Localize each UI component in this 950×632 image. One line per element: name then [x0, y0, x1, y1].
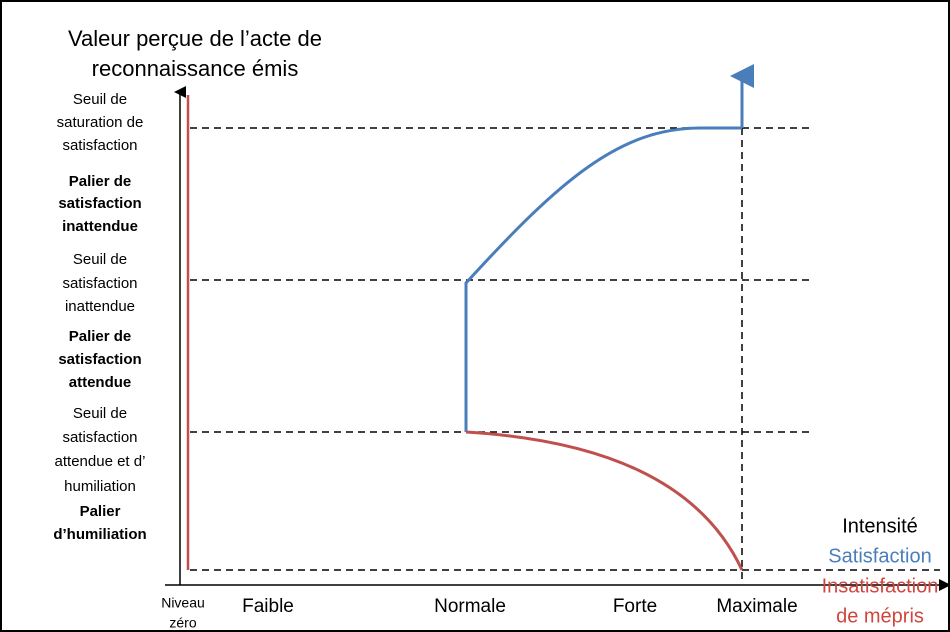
level-label: satisfaction	[58, 351, 141, 368]
x-label: Normale	[434, 596, 506, 617]
level-label: Palier	[80, 503, 121, 520]
level-label: inattendue	[65, 298, 135, 315]
x-label: Forte	[613, 596, 657, 617]
satisfaction-curve	[464, 126, 742, 432]
level-label: inattendue	[62, 218, 138, 235]
level-label: Seuil de	[73, 91, 127, 108]
level-label: attendue	[69, 374, 132, 391]
x-label: zéro	[169, 615, 196, 631]
contempt-curve	[465, 430, 744, 571]
level-label: satisfaction	[62, 275, 137, 292]
level-label: satisfaction	[62, 137, 137, 154]
level-label: satisfaction	[58, 195, 141, 212]
level-label: Seuil de	[73, 405, 127, 422]
level-label: humiliation	[64, 478, 136, 495]
level-label: d’humiliation	[53, 526, 146, 543]
level-label: saturation de	[57, 114, 144, 131]
dashed-guides	[190, 127, 940, 584]
legend-entry: Intensité	[842, 515, 918, 537]
level-label: Palier de	[69, 328, 132, 345]
legend-entry: de mépris	[836, 605, 924, 627]
legend-entry: Insatisfaction	[822, 575, 939, 597]
x-label: Faible	[242, 596, 294, 617]
title: Valeur perçue de l’acte de	[68, 26, 322, 51]
x-label: Maximale	[716, 596, 797, 617]
legend-entry: Satisfaction	[828, 545, 931, 567]
x-label: Niveau	[161, 595, 205, 611]
title: reconnaissance émis	[92, 56, 299, 81]
level-label: attendue et d’	[55, 453, 146, 470]
level-label: satisfaction	[62, 429, 137, 446]
level-label: Seuil de	[73, 251, 127, 268]
level-label: Palier de	[69, 173, 132, 190]
